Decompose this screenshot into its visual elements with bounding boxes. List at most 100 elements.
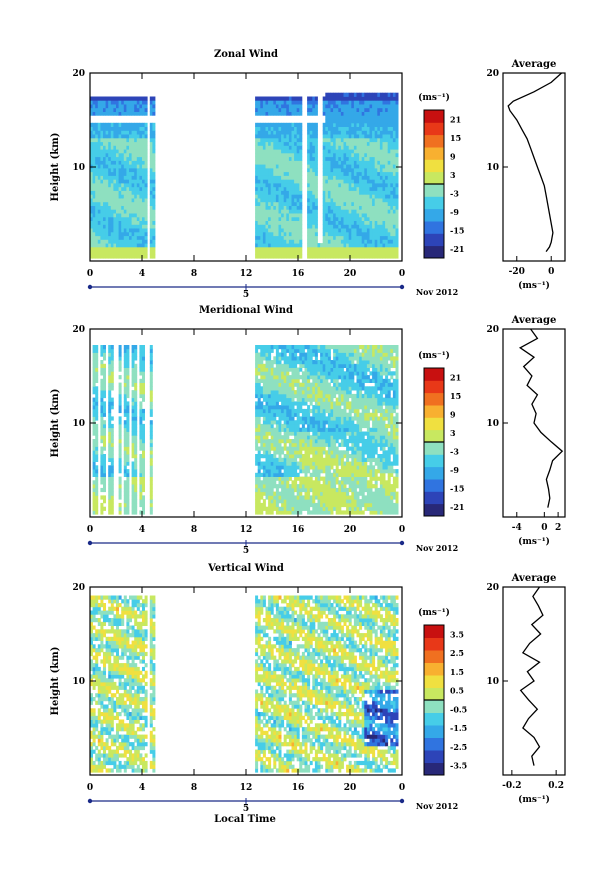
- heatmap-cell: [286, 450, 290, 455]
- heatmap-cell: [283, 149, 287, 154]
- heatmap-cell: [142, 246, 145, 252]
- heatmap-cell: [278, 149, 282, 154]
- heatmap-cell: [255, 175, 259, 180]
- heatmap-cell: [325, 104, 329, 109]
- heatmap-cell: [322, 228, 326, 233]
- heatmap-cell: [257, 104, 261, 109]
- heatmap-cell: [110, 224, 114, 229]
- heatmap-cell: [307, 96, 311, 101]
- heatmap-cell: [314, 156, 318, 161]
- heatmap-cell: [110, 239, 114, 244]
- heatmap-cell: [312, 390, 316, 395]
- heatmap-cell: [288, 224, 292, 229]
- heatmap-cell: [309, 137, 313, 143]
- heatmap-cell: [270, 510, 274, 515]
- heatmap-cell: [116, 190, 119, 195]
- heatmap-cell: [134, 345, 138, 350]
- heatmap-cell: [255, 235, 259, 240]
- heatmap-cell: [312, 371, 316, 376]
- heatmap-cell: [257, 205, 261, 210]
- heatmap-cell: [309, 356, 313, 361]
- heatmap-cell: [131, 122, 135, 127]
- heatmap-cell: [325, 183, 329, 188]
- heatmap-cell: [270, 412, 274, 417]
- heatmap-cell: [322, 476, 326, 481]
- heatmap-cell: [126, 164, 130, 169]
- heatmap-cell: [129, 235, 132, 240]
- heatmap-cell: [131, 149, 135, 154]
- heatmap-cell: [255, 126, 259, 131]
- heatmap-cell: [325, 390, 329, 395]
- heatmap-cell: [356, 235, 360, 240]
- heatmap-cell: [123, 186, 127, 191]
- heatmap-cell: [392, 235, 396, 240]
- heatmap-cell: [260, 250, 264, 255]
- heatmap-cell: [95, 386, 99, 391]
- heatmap-cell: [260, 107, 264, 112]
- heatmap-cell: [283, 179, 287, 184]
- heatmap-cell: [286, 209, 290, 214]
- heatmap-cell: [299, 167, 303, 173]
- heatmap-cell: [131, 152, 135, 158]
- heatmap-cell: [338, 194, 342, 199]
- heatmap-cell: [296, 405, 300, 410]
- heatmap-cell: [356, 107, 360, 112]
- heatmap-cell: [275, 183, 279, 188]
- heatmap-cell: [270, 201, 274, 206]
- heatmap-cell: [356, 164, 360, 169]
- heatmap-cell: [103, 356, 106, 361]
- heatmap-cell: [291, 363, 295, 368]
- heatmap-cell: [333, 228, 337, 233]
- heatmap-cell: [372, 213, 376, 218]
- heatmap-cell: [105, 134, 109, 139]
- colorbar-segment: [424, 208, 444, 222]
- heatmap-cell: [97, 183, 101, 188]
- heatmap-cell: [351, 141, 355, 146]
- heatmap-cell: [92, 216, 96, 221]
- heatmap-cell: [387, 250, 391, 255]
- heatmap-cell: [343, 104, 347, 109]
- heatmap-cell: [255, 179, 259, 184]
- heatmap-cell: [340, 190, 344, 195]
- heatmap-cell: [149, 235, 153, 240]
- heatmap-cell: [262, 345, 266, 350]
- heatmap-cell: [372, 141, 376, 146]
- heatmap-cell: [395, 205, 399, 210]
- heatmap-cell: [356, 231, 360, 237]
- heatmap-cell: [283, 231, 287, 237]
- heatmap-cell: [317, 254, 321, 259]
- heatmap-cell: [387, 111, 391, 116]
- heatmap-cell: [110, 220, 114, 225]
- heatmap-cell: [255, 186, 259, 191]
- heatmap-cell: [379, 115, 383, 120]
- heatmap-cell: [392, 141, 396, 146]
- heatmap-cell: [100, 239, 104, 244]
- heatmap-cell: [283, 130, 287, 135]
- heatmap-cell: [262, 164, 266, 169]
- heatmap-cell: [278, 454, 282, 459]
- heatmap-cell: [296, 393, 300, 399]
- heatmap-cell: [255, 446, 259, 451]
- heatmap-cell: [108, 446, 112, 451]
- heatmap-cell: [364, 175, 368, 180]
- heatmap-cell: [134, 100, 138, 105]
- heatmap-cell: [131, 205, 135, 210]
- heatmap-cell: [382, 175, 386, 180]
- heatmap-cell: [110, 149, 114, 154]
- heatmap-cell: [265, 205, 269, 210]
- heatmap-cell: [343, 119, 347, 124]
- heatmap-cell: [134, 397, 138, 402]
- heatmap-cell: [299, 134, 303, 139]
- heatmap-cell: [301, 423, 305, 429]
- heatmap-cell: [364, 130, 368, 135]
- heatmap-cell: [359, 250, 363, 255]
- heatmap-cell: [260, 152, 264, 158]
- heatmap-cell: [291, 461, 295, 466]
- heatmap-cell: [131, 250, 135, 255]
- heatmap-cell: [395, 254, 399, 259]
- heatmap-cell: [257, 378, 261, 383]
- heatmap-cell: [142, 487, 145, 493]
- heatmap-cell: [294, 412, 298, 417]
- heatmap-cell: [129, 100, 132, 105]
- heatmap-cell: [325, 250, 329, 255]
